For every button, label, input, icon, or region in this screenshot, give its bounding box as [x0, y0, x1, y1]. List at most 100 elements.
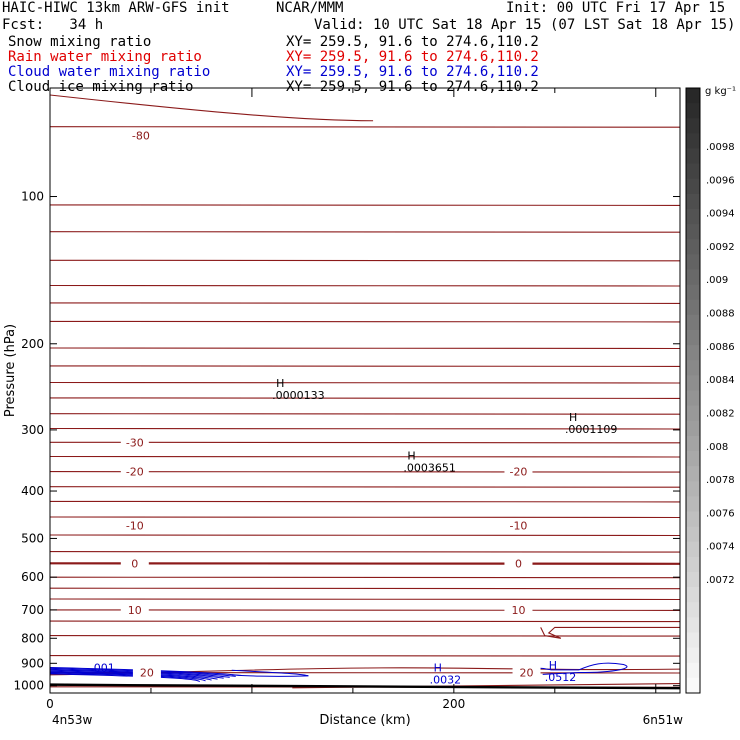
- colorbar-step: [686, 88, 700, 104]
- colorbar-step: [686, 269, 700, 286]
- isotherm: [49, 654, 681, 657]
- colorbar-step: [686, 632, 700, 649]
- colorbar-step: [686, 178, 700, 195]
- cloud-water-label: .001: [90, 662, 115, 675]
- maximum-value: .0000133: [272, 389, 325, 402]
- contour-label: -10: [126, 519, 144, 532]
- contour-label: 0: [131, 557, 138, 570]
- colorbar-step: [686, 314, 700, 331]
- isotherm: [49, 381, 681, 384]
- y-tick-label: 700: [21, 603, 44, 617]
- colorbar-step: [686, 103, 700, 119]
- maximum-mark: H: [569, 411, 577, 424]
- field-label-cloud-ice: Cloud ice mixing ratio: [8, 79, 194, 95]
- contour-label-bg: [120, 602, 149, 616]
- y-tick-label: 300: [21, 423, 44, 437]
- contour-label-bg: [504, 464, 533, 478]
- contour-label: 20: [140, 667, 154, 680]
- isotherm: [49, 576, 681, 579]
- contour-label: -20: [509, 466, 527, 479]
- temperature-contours: [49, 94, 681, 690]
- colorbar-step: [686, 662, 700, 679]
- isotherm: [49, 598, 681, 601]
- y-tick-label: 900: [21, 656, 44, 670]
- isotherm: [49, 550, 681, 553]
- colorbar-step: [686, 511, 700, 528]
- colorbar-step: [686, 193, 700, 210]
- colorbar-step: [686, 390, 700, 407]
- colorbar-tick-label: .0086: [706, 342, 735, 353]
- colorbar-step: [686, 405, 700, 422]
- contour-label-bg: [504, 556, 533, 570]
- colorbar-border: [685, 87, 701, 694]
- y-tick-label: 100: [21, 190, 44, 204]
- isotherm: [49, 301, 681, 305]
- colorbar-tick-label: .0072: [706, 575, 735, 586]
- colorbar-step: [686, 254, 700, 270]
- valid-time: Valid: 10 UTC Sat 18 Apr 15 (07 LST Sat …: [314, 17, 736, 33]
- colorbar-step: [686, 677, 700, 694]
- colorbar-tick-label: .009: [706, 275, 728, 286]
- contour-label: -80: [132, 129, 150, 142]
- isotherm: [49, 634, 681, 637]
- colorbar-tick-label: .0094: [706, 209, 735, 220]
- contour-label-bg: [120, 435, 149, 449]
- contour-label-bg: [512, 665, 541, 679]
- isotherm: [49, 203, 681, 207]
- field-xy-cloud-ice: XY= 259.5, 91.6 to 274.6,110.2: [286, 79, 539, 95]
- field-label-rain: Rain water mixing ratio: [8, 49, 202, 65]
- maximum-mark: H: [407, 450, 415, 463]
- colorbar-step: [686, 345, 700, 361]
- isotherm: [49, 396, 681, 400]
- colorbar-step: [686, 496, 700, 512]
- org-label: NCAR/MMM: [276, 0, 344, 16]
- y-tick-label: 800: [21, 631, 44, 645]
- isotherm: [49, 534, 681, 537]
- contour-label-bg: [504, 602, 533, 616]
- colorbar-step: [686, 572, 700, 588]
- maximum-mark: H: [549, 659, 557, 672]
- colorbar-step: [686, 133, 700, 149]
- isotherm: [49, 230, 681, 233]
- colorbar-tick-label: .0074: [706, 542, 735, 553]
- colorbar-tick-label: .0092: [706, 242, 735, 253]
- contour-label: 10: [511, 604, 525, 617]
- colorbar-step: [686, 375, 700, 391]
- isotherm-bulge: [540, 626, 680, 639]
- contour-label-bg: [504, 518, 533, 532]
- maximum-value: .0001109: [565, 423, 618, 436]
- y-tick-label: 500: [21, 531, 44, 545]
- colorbar-step: [686, 466, 700, 482]
- colorbar-tick-label: .0084: [706, 375, 735, 386]
- colorbar-tick-label: .0078: [706, 475, 735, 486]
- isotherm: [49, 412, 681, 415]
- colorbar-step: [686, 209, 700, 225]
- y-tick-label: 600: [21, 570, 44, 584]
- colorbar-step: [686, 330, 700, 346]
- x-axis-label: Distance (km): [319, 713, 410, 728]
- colorbar-step: [686, 435, 700, 452]
- colorbar-step: [686, 360, 700, 376]
- isotherm: [49, 455, 681, 458]
- colorbar-step: [686, 481, 700, 497]
- colorbar-step: [686, 647, 700, 664]
- y-tick-label: 400: [21, 484, 44, 498]
- colorbar-tick-label: .0082: [706, 408, 735, 419]
- isotherm-short: [49, 94, 374, 122]
- colorbar-step: [686, 148, 700, 165]
- colorbar-step: [686, 617, 700, 633]
- colorbar-tick-label: .0088: [706, 309, 735, 320]
- x-endpoint-right: 6n51w: [643, 713, 684, 727]
- maximum-mark: H: [276, 377, 284, 390]
- colorbar-step: [686, 526, 700, 543]
- colorbar-step: [686, 556, 700, 573]
- colorbar-step: [686, 284, 700, 301]
- colorbar-step: [686, 118, 700, 134]
- contour-label: 20: [520, 667, 534, 680]
- x-tick-label: 0: [46, 697, 54, 711]
- colorbar-step: [686, 602, 700, 618]
- plot-frame: [49, 87, 681, 694]
- y-axis-label: Pressure (hPa): [3, 324, 18, 417]
